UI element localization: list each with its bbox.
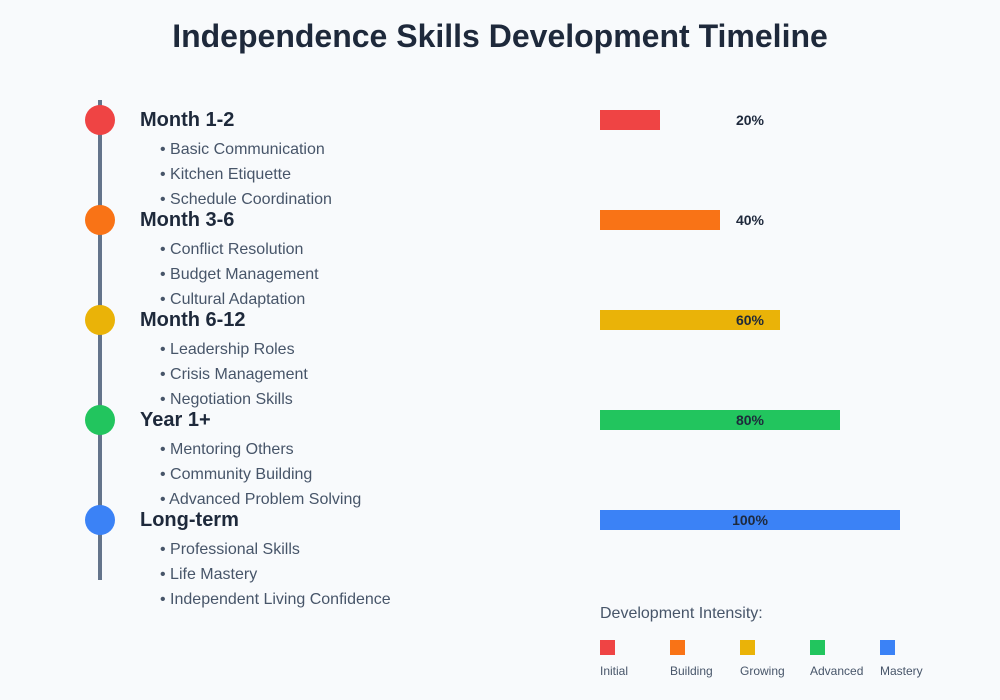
stage-title: Month 1-2 [140, 109, 235, 131]
timeline-node-icon [85, 305, 115, 335]
skill-item: • Negotiation Skills [160, 391, 293, 408]
skill-item: • Cultural Adaptation [160, 291, 306, 308]
intensity-percent-label: 60% [735, 312, 765, 328]
skill-item: • Life Mastery [160, 566, 258, 583]
stage-title: Month 3-6 [140, 209, 235, 231]
timeline-node-icon [85, 105, 115, 135]
legend-label: Building [670, 664, 713, 678]
timeline-node-icon [85, 505, 115, 535]
intensity-bar [600, 410, 840, 430]
intensity-bar [600, 310, 780, 330]
skill-item: • Independent Living Confidence [160, 591, 391, 608]
legend-swatch-icon [670, 640, 685, 655]
stage-title: Month 6-12 [140, 309, 246, 331]
intensity-percent-label: 80% [735, 412, 765, 428]
intensity-percent-label: 100% [732, 512, 768, 528]
intensity-bar [600, 510, 900, 530]
skill-item: • Budget Management [160, 266, 319, 283]
skill-item: • Kitchen Etiquette [160, 166, 292, 183]
legend-title: Development Intensity: [600, 605, 763, 622]
stage-title: Long-term [140, 509, 239, 531]
skill-item: • Conflict Resolution [160, 241, 304, 258]
skill-item: • Advanced Problem Solving [160, 491, 362, 508]
legend-label: Growing [740, 664, 785, 678]
timeline-line [98, 100, 102, 580]
skill-item: • Schedule Coordination [160, 191, 332, 208]
timeline-node-icon [85, 205, 115, 235]
skill-item: • Community Building [160, 466, 313, 483]
page-title: Independence Skills Development Timeline [172, 18, 828, 54]
legend-label: Initial [600, 664, 629, 678]
skill-item: • Crisis Management [160, 366, 308, 383]
skill-item: • Mentoring Others [160, 441, 294, 458]
legend-label: Advanced [810, 664, 864, 678]
legend-label: Mastery [880, 664, 923, 678]
intensity-bar [600, 110, 660, 130]
legend-swatch-icon [600, 640, 615, 655]
skill-item: • Leadership Roles [160, 341, 295, 358]
legend-swatch-icon [740, 640, 755, 655]
intensity-bar [600, 210, 720, 230]
stage-title: Year 1+ [140, 409, 211, 431]
intensity-percent-label: 40% [735, 212, 765, 228]
skill-item: • Basic Communication [160, 141, 325, 158]
intensity-percent-label: 20% [735, 112, 765, 128]
legend-swatch-icon [810, 640, 825, 655]
timeline-node-icon [85, 405, 115, 435]
skill-item: • Professional Skills [160, 541, 300, 558]
legend-swatch-icon [880, 640, 895, 655]
